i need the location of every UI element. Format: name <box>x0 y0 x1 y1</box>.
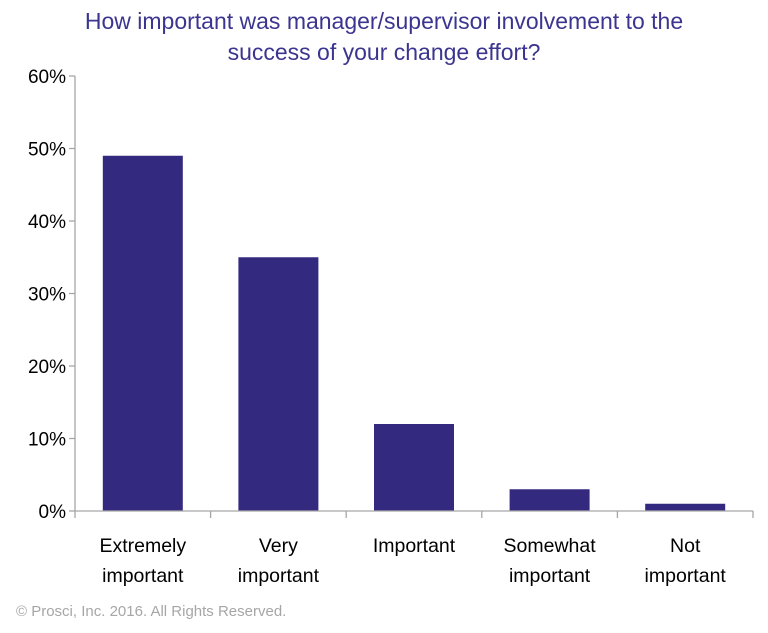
x-category-label: Extremely <box>99 535 186 557</box>
bar <box>509 489 590 511</box>
y-tick-label: 40% <box>28 212 66 233</box>
chart-title: How important was manager/supervisor inv… <box>84 8 684 65</box>
x-category-label: Very <box>259 535 298 557</box>
bar <box>102 155 183 511</box>
x-category-label: important <box>238 565 320 587</box>
y-tick-label: 20% <box>28 357 66 378</box>
x-category-label: Not <box>670 535 701 557</box>
y-tick-label: 50% <box>28 140 66 161</box>
x-category-label: important <box>509 565 591 587</box>
bar <box>374 424 454 511</box>
y-tick-label: 10% <box>28 430 66 451</box>
copyright-notice: © Prosci, Inc. 2016. All Rights Reserved… <box>16 603 287 620</box>
y-tick-label: 0% <box>39 502 67 523</box>
x-category-label: Somewhat <box>504 535 597 557</box>
y-tick-label: 30% <box>28 285 66 306</box>
bar <box>238 257 319 511</box>
bars <box>102 155 726 511</box>
x-category-label: Important <box>373 535 456 557</box>
x-category-label: important <box>645 565 727 587</box>
y-axis: 0% 10% 20% 30% 40% 50% 60% <box>28 67 76 523</box>
x-category-label: important <box>102 565 184 587</box>
x-axis: Extremely important Very important Important… <box>74 510 754 587</box>
y-tick-label: 60% <box>28 67 66 88</box>
bar <box>645 503 726 511</box>
